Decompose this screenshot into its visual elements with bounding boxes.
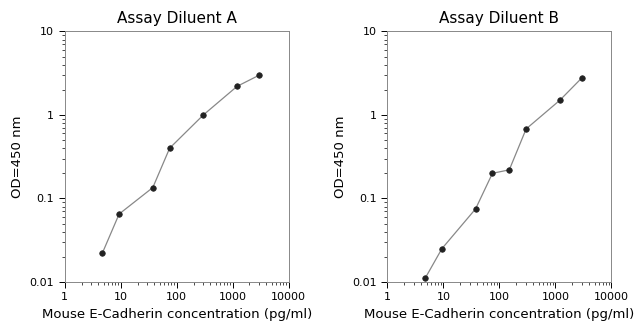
- Title: Assay Diluent A: Assay Diluent A: [116, 11, 237, 26]
- Title: Assay Diluent B: Assay Diluent B: [440, 11, 559, 26]
- X-axis label: Mouse E-Cadherin concentration (pg/ml): Mouse E-Cadherin concentration (pg/ml): [42, 308, 312, 321]
- Y-axis label: OD=450 nm: OD=450 nm: [11, 116, 24, 198]
- Y-axis label: OD=450 nm: OD=450 nm: [334, 116, 347, 198]
- X-axis label: Mouse E-Cadherin concentration (pg/ml): Mouse E-Cadherin concentration (pg/ml): [364, 308, 635, 321]
